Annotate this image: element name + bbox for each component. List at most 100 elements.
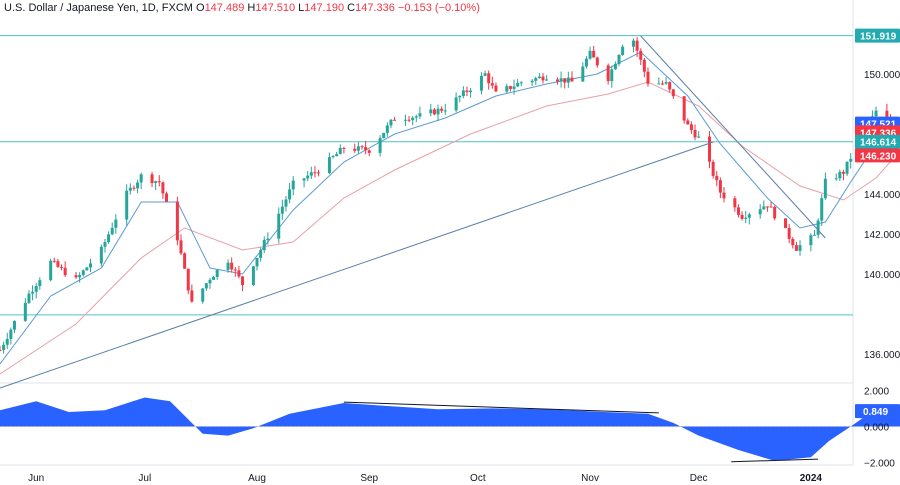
candle-body-84	[418, 113, 422, 117]
oscillator-trendline-0	[343, 401, 659, 414]
oscillator-tick-label: 0.000	[864, 423, 889, 434]
candle-body-48	[237, 270, 241, 277]
oscillator-tick-label: 2.000	[864, 386, 889, 397]
candle-body-143	[718, 180, 722, 193]
candle-body-146	[736, 207, 740, 215]
candle-body-122	[613, 63, 617, 70]
oscillator-area	[0, 397, 900, 461]
candle-body-52	[259, 250, 263, 258]
candle-body-81	[407, 119, 411, 121]
candle-body-35	[175, 201, 179, 241]
candle-body-22	[107, 234, 111, 243]
candle-body-88	[440, 108, 444, 111]
candle-body-15	[74, 275, 78, 278]
candle-body-119	[595, 57, 599, 66]
candle-body-11	[52, 260, 56, 262]
candle-body-41	[204, 283, 208, 289]
candle-body-23	[110, 227, 114, 235]
candle-body-63	[313, 172, 317, 174]
candle-body-167	[841, 171, 845, 174]
candle-body-21	[103, 242, 107, 247]
candle-body-121	[610, 69, 614, 82]
candle-body-91	[458, 95, 462, 98]
candle-body-97	[487, 73, 491, 84]
time-tick-label: Aug	[248, 473, 266, 484]
candle-body-95	[479, 75, 483, 91]
candle-body-89	[443, 110, 447, 112]
candle-body-130	[657, 83, 661, 85]
candle-body-159	[798, 245, 802, 251]
candle-body-17	[81, 270, 85, 275]
candle-body-55	[277, 213, 281, 239]
candle-body-86	[432, 109, 436, 115]
price-tick-label: 136.000	[864, 350, 900, 361]
time-tick-label: Jul	[138, 473, 151, 484]
candle-body-144	[722, 192, 726, 199]
candle-body-7	[31, 291, 35, 294]
price-tick-label: 144.000	[864, 190, 900, 201]
candle-body-13	[60, 266, 64, 268]
oscillator-value-badge	[855, 404, 900, 419]
candle-body-92	[461, 90, 465, 96]
price-tick-label: 150.000	[864, 70, 900, 81]
candle-body-58	[288, 189, 292, 200]
time-tick-label: 2024	[800, 473, 823, 484]
candle-body-123	[617, 54, 621, 64]
candle-body-0	[0, 350, 2, 351]
candle-body-166	[838, 171, 842, 179]
candle-body-98	[490, 83, 494, 86]
candle-body-68	[338, 147, 342, 155]
candle-body-1	[2, 344, 6, 351]
candle-body-137	[689, 124, 693, 131]
price-badge-label-4: 146.230	[860, 151, 897, 162]
candle-body-104	[519, 82, 523, 84]
candle-body-147	[740, 214, 744, 219]
change-value: −0.153 (−0.10%)	[397, 2, 480, 14]
candle-body-148	[744, 217, 748, 219]
candle-body-19	[89, 263, 92, 268]
candle-body-153	[769, 206, 773, 208]
price-tick-label: 140.000	[864, 270, 900, 281]
candle-body-73	[364, 147, 368, 151]
candle-body-125	[632, 40, 635, 47]
candle-body-101	[508, 86, 512, 89]
candle-body-32	[157, 181, 161, 183]
oscillator-trendline-1	[731, 458, 819, 463]
candle-body-59	[291, 180, 295, 190]
open-value: 147.489	[204, 2, 245, 14]
candle-body-90	[454, 97, 458, 111]
candle-body-56	[280, 206, 284, 214]
candle-body-149	[747, 214, 751, 218]
grid-layer	[0, 0, 854, 466]
candle-body-29	[139, 174, 143, 183]
candle-body-126	[635, 40, 639, 51]
high-value: 147.510	[255, 2, 296, 14]
candle-body-132	[664, 82, 668, 84]
candle-body-151	[762, 206, 766, 210]
candle-body-103	[516, 82, 520, 87]
candle-body-174	[874, 110, 878, 117]
candle-body-142	[715, 175, 719, 181]
candle-body-72	[360, 146, 364, 148]
candle-body-24	[114, 219, 118, 228]
candle-body-105	[530, 80, 534, 83]
axes: 136.000 140.000 142.000 144.000 150.000 2.000…	[28, 70, 900, 484]
candle-body-93	[465, 90, 469, 93]
candle-body-117	[588, 50, 592, 59]
candle-body-43	[212, 276, 216, 280]
candle-body-77	[385, 125, 389, 133]
price-badge-label-0: 151.919	[860, 32, 897, 43]
candle-body-2	[5, 338, 9, 345]
candle-body-96	[483, 73, 487, 76]
candle-body-155	[784, 218, 788, 229]
oscillator-pane	[0, 397, 900, 463]
candle-body-158	[794, 245, 798, 251]
candle-body-47	[233, 269, 237, 271]
candle-body-60	[302, 178, 306, 181]
candle-body-70	[353, 148, 357, 151]
candle-body-109	[545, 79, 549, 81]
candle-body-75	[378, 138, 382, 153]
